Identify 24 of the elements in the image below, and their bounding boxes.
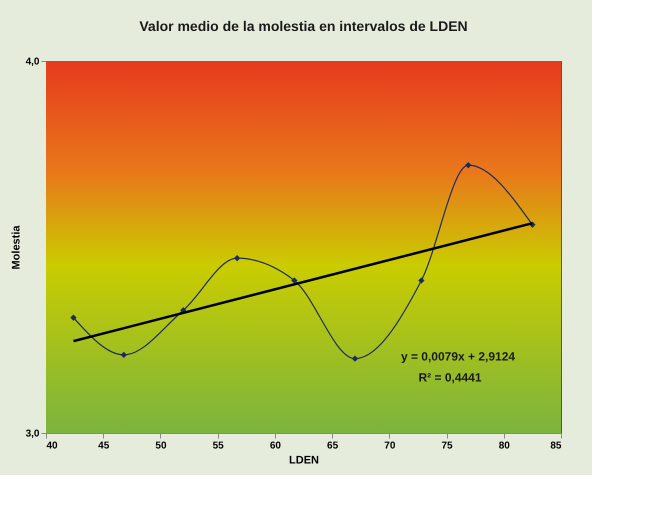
chart-title: Valor medio de la molestia en intervalos de LDEN — [139, 18, 468, 34]
point — [70, 314, 77, 321]
annotation: R² = 0,4441 — [418, 370, 482, 385]
x-tick-label: 50 — [155, 440, 167, 452]
point — [120, 352, 127, 358]
x-tick-label: 60 — [270, 440, 282, 452]
point — [234, 255, 240, 262]
y-axis-title: Molestia — [10, 224, 23, 270]
x-tick-label: 70 — [384, 440, 396, 452]
x-tick-label: 65 — [327, 440, 339, 452]
x-tick-label: 80 — [498, 440, 510, 452]
y-tick-label: 4,0 — [26, 56, 40, 68]
x-tick-label: 75 — [441, 440, 454, 452]
point — [352, 355, 358, 362]
annotation: y = 0,0079x + 2,9124 — [400, 350, 516, 364]
x-tick-label: 45 — [98, 440, 110, 452]
point — [465, 162, 472, 168]
x-tick-label: 40 — [46, 440, 58, 452]
point — [418, 277, 425, 284]
point — [291, 277, 298, 284]
x-tick-label: 55 — [212, 440, 224, 452]
x-tick-label: 85 — [550, 440, 562, 452]
x-axis-title: LDEN — [289, 454, 320, 466]
y-tick-label: 3,0 — [26, 428, 40, 440]
